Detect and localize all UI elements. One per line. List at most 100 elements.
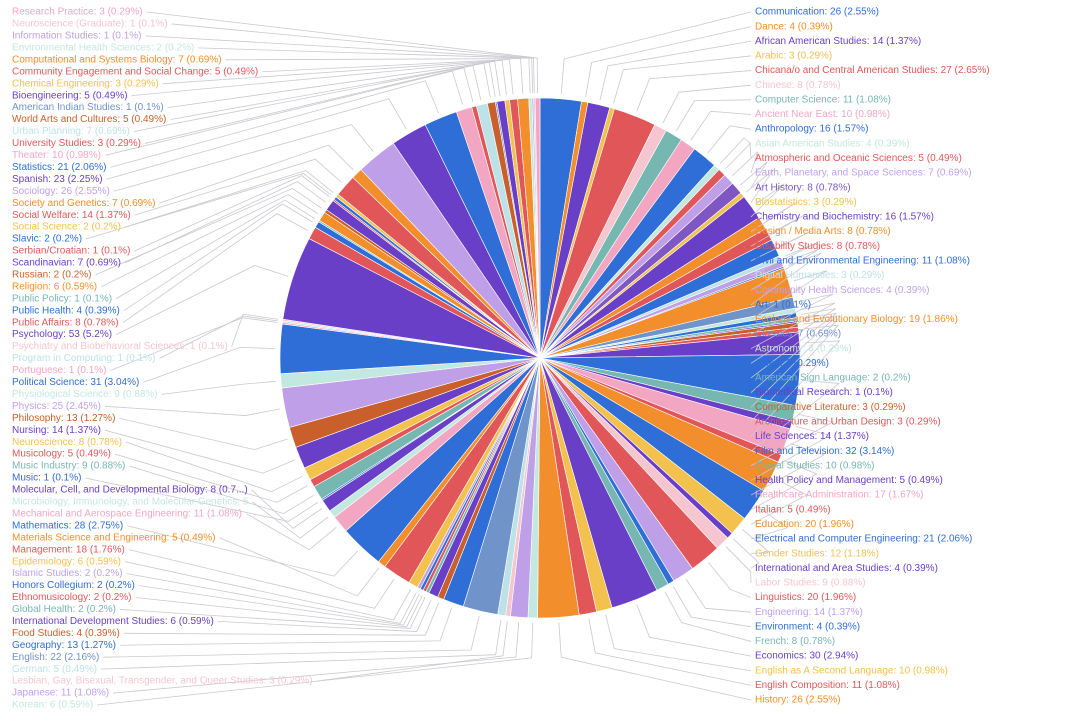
slice-label: Epidemiology: 6 (0.59%): [12, 556, 121, 567]
slice-label: Physiological Science: 9 (0.88%): [12, 389, 158, 400]
slice-label: Linguistics: 20 (1.96%): [755, 592, 856, 603]
slice-label: English: 22 (2.16%): [12, 652, 99, 663]
slice-label: Healthcare Administration: 17 (1.67%): [755, 490, 923, 501]
slice-label: Religion: 6 (0.59%): [12, 281, 97, 292]
leader-line: [134, 176, 329, 251]
slice-label: Microbiology, Immunology, and Molecular …: [12, 497, 249, 508]
slice-label: American Indian Studies: 1 (0.1%): [12, 102, 164, 113]
leader-line: [97, 623, 532, 705]
slice-label: Public Affairs: 8 (0.78%): [12, 317, 119, 328]
leader-line: [665, 592, 751, 642]
slice-label: Ethnomusicology: 2 (0.2%): [12, 592, 132, 603]
slice-label: Musicology: 5 (0.49%): [12, 449, 111, 460]
leader-line: [119, 418, 287, 449]
slice-label: Civil and Environmental Engineering: 11 …: [755, 255, 970, 266]
slice-label: Art: 1 (0.1%): [755, 299, 811, 310]
slice-label: Mechanical and Aerospace Engineering: 11…: [12, 508, 242, 519]
slice-label: Music: 1 (0.1%): [12, 473, 81, 484]
leader-line: [143, 347, 275, 382]
slice-label: Management: 18 (1.76%): [12, 544, 125, 555]
slice-label: Dance: 4 (0.39%): [755, 21, 833, 32]
slice-label: Psychology: 53 (5.2%): [12, 329, 112, 340]
slice-label: Social Welfare: 14 (1.37%): [12, 210, 131, 221]
slice-label: Islamic Studies: 2 (0.2%): [12, 568, 123, 579]
slice-label: Music Industry: 9 (0.88%): [12, 461, 125, 472]
slice-label: Arabic: 3 (0.29%): [755, 51, 832, 62]
slice-label: Electrical and Computer Engineering: 21 …: [755, 534, 972, 545]
slice-label: Geography: 13 (1.27%): [12, 640, 116, 651]
slice-label: Economics: 30 (2.94%): [755, 651, 858, 662]
slice-label: Chicana/o and Central American Studies: …: [755, 65, 990, 76]
slice-label: Asian American Studies: 4 (0.39%): [755, 138, 910, 149]
slice-label: Italian: 5 (0.49%): [755, 504, 831, 515]
slice-label: Biostatistics: 3 (0.29%): [755, 197, 857, 208]
leader-line: [708, 563, 751, 598]
leader-line: [125, 562, 411, 620]
leader-line: [676, 100, 751, 131]
slice-label: Atmospheric and Oceanic Sciences: 5 (0.4…: [755, 153, 962, 164]
slice-label: Computer Science: 11 (1.08%): [755, 94, 891, 105]
slice-label: World Arts and Cultures: 5 (0.49%): [12, 114, 166, 125]
slice-label: Film and Television: 32 (3.14%): [755, 446, 894, 457]
slice-label: Classics: 7 (0.69%): [755, 329, 841, 340]
slice-label: Molecular, Cell, and Developmental Biolo…: [12, 485, 248, 496]
leader-line: [218, 600, 431, 632]
slice-label: Philosophy: 13 (1.27%): [12, 413, 115, 424]
leader-line: [586, 27, 751, 97]
slice-label: Art History: 8 (0.78%): [755, 182, 851, 193]
slice-label: Chemistry and Biochemistry: 16 (1.57%): [755, 212, 934, 223]
slice-label: Astronomy: 3 (0.29%): [755, 343, 852, 354]
leader-line: [637, 605, 751, 656]
slice-label: Chemical Engineering: 3 (0.29%): [12, 78, 159, 89]
slice-label: Nursing: 14 (1.37%): [12, 425, 101, 436]
slice-label: Program in Computing: 1 (0.1%): [12, 353, 155, 364]
leader-line: [159, 145, 353, 203]
slice-label: Environment: 4 (0.39%): [755, 621, 860, 632]
slice-label: Neuroscience: 8 (0.78%): [12, 437, 122, 448]
slice-label: Korean: 6 (0.59%): [12, 700, 93, 711]
slice-label: Biomedical Research: 1 (0.1%): [755, 387, 893, 398]
slice-label: Lesbian, Gay, Bisexual, Transgender, and…: [12, 676, 313, 687]
slice-label: Global Health: 2 (0.2%): [12, 604, 116, 615]
slice-label: Asian: 3 (0.29%): [755, 358, 829, 369]
slice-label: Design / Media Arts: 8 (0.78%): [755, 226, 891, 237]
slice-label: Mathematics: 28 (2.75%): [12, 520, 123, 531]
slice-label: Social Science: 2 (0.2%): [12, 222, 121, 233]
slice-label: Serbian/Croatian: 1 (0.1%): [12, 246, 130, 257]
slice-label: Theater: 10 (0.98%): [12, 150, 101, 161]
slice-label: International and Area Studies: 4 (0.39%…: [755, 563, 938, 574]
slice-label: Architecture and Urban Design: 3 (0.29%): [755, 417, 941, 428]
slice-label: Anthropology: 16 (1.57%): [755, 124, 868, 135]
slice-label: Chinese: 8 (0.78%): [755, 80, 841, 91]
slice-label: Community Engagement and Social Change: …: [12, 66, 258, 77]
slice-label: International Development Studies: 6 (0.…: [12, 616, 214, 627]
slice-label: Comparative Literature: 3 (0.29%): [755, 402, 906, 413]
leader-line: [135, 159, 342, 215]
slice-label: Society and Genetics: 7 (0.69%): [12, 198, 155, 209]
slice-label: Spanish: 23 (2.25%): [12, 174, 103, 185]
slice-label: Earth, Planetary, and Space Sciences: 7 …: [755, 168, 972, 179]
slice-label: German: 5 (0.49%): [12, 664, 97, 675]
slice-label: Neuroscience (Graduate): 1 (0.1%): [12, 19, 168, 30]
slice-label: Information Studies: 1 (0.1%): [12, 31, 142, 42]
slice-label: Portuguese: 1 (0.1%): [12, 365, 107, 376]
slice-label: Statistics: 21 (2.06%): [12, 162, 106, 173]
slice-label: American Sign Language: 2 (0.2%): [755, 373, 911, 384]
slice-label: Computational and Systems Biology: 7 (0.…: [12, 54, 222, 65]
leader-line: [561, 12, 751, 94]
leader-line: [614, 56, 751, 103]
leader-line: [116, 265, 288, 334]
slice-label: Political Science: 31 (3.04%): [12, 377, 139, 388]
leader-line: [162, 381, 276, 394]
slice-label: Bioengineering: 5 (0.49%): [12, 90, 128, 101]
slice-label: Psychiatry and Biobehavioral Sciences: 1…: [12, 341, 228, 352]
slice-label: Labor Studies: 9 (0.88%): [755, 578, 866, 589]
slice-label: Engineering: 14 (1.37%): [755, 607, 863, 618]
slice-label: Ecology and Evolutionary Biology: 19 (1.…: [755, 314, 958, 325]
slice-label: Global Studies: 10 (0.98%): [755, 460, 875, 471]
slice-label: English as A Second Language: 10 (0.98%): [755, 665, 948, 676]
slice-label: Research Practice: 3 (0.29%): [12, 7, 143, 18]
slice-label: Materials Science and Engineering: 5 (0.…: [12, 532, 215, 543]
slice-label: Japanese: 11 (1.08%): [12, 688, 109, 699]
leader-line: [732, 152, 757, 176]
